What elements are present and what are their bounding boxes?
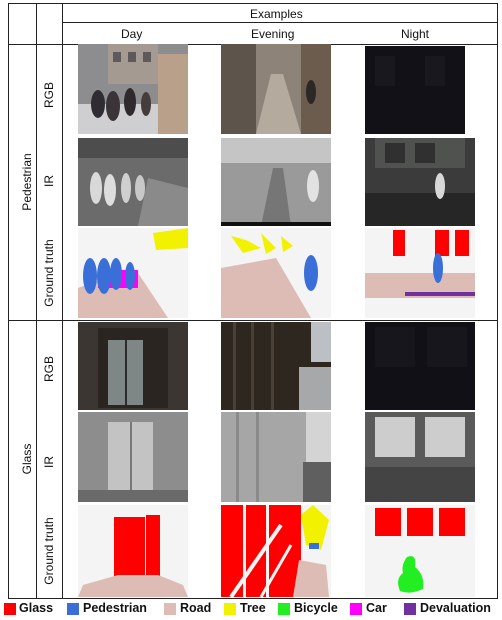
row-label-rgb: RGB [42,356,56,383]
row-label-ground-truth: Ground truth [42,517,56,585]
divider [8,320,498,321]
image-glass-gt-evening [221,505,331,597]
row-label-ir: IR [42,456,56,468]
legend-swatch-tree [224,603,236,615]
examples-header: Examples [250,7,303,21]
column-evening: Evening [251,27,295,41]
legend-label-bicycle: Bicycle [294,601,338,615]
image-glass-rgb-day [78,322,188,410]
legend-swatch-road [164,603,176,615]
group-label-glass: Glass [20,443,34,475]
legend-swatch-glass [4,603,16,615]
group-label-pedestrian: Pedestrian [20,153,34,211]
figure-table [8,3,498,599]
image-pedestrian-ir-evening [221,138,331,226]
row-label-rgb: RGB [42,82,56,109]
image-pedestrian-rgb-day [78,44,188,134]
row-label-ir: IR [42,175,56,187]
divider [62,22,498,23]
image-glass-gt-day [78,505,188,597]
image-glass-ir-evening [221,412,331,502]
legend-label-pedestrian: Pedestrian [83,601,147,615]
divider [62,3,63,599]
image-pedestrian-gt-day [78,228,188,318]
image-pedestrian-rgb-evening [221,44,331,134]
legend-swatch-pedestrian [67,603,79,615]
image-glass-rgb-evening [221,322,331,410]
image-pedestrian-gt-evening [221,228,331,318]
legend-swatch-devaluation [404,603,416,615]
row-label-ground-truth: Ground truth [42,239,56,307]
image-pedestrian-rgb-night [365,46,465,134]
legend-label-road: Road [180,601,212,615]
image-pedestrian-ir-night [365,138,475,226]
column-night: Night [401,27,430,41]
image-glass-gt-night [365,505,475,597]
image-glass-rgb-night [365,322,475,410]
legend-label-tree: Tree [240,601,266,615]
legend-label-glass: Glass [19,601,54,615]
legend-swatch-bicycle [278,603,290,615]
divider [36,3,37,599]
image-glass-ir-night [365,412,475,502]
image-pedestrian-gt-night [365,228,475,318]
legend-label-devaluation: Devaluation [420,601,491,615]
image-glass-ir-day [78,412,188,502]
image-pedestrian-ir-day [78,138,188,226]
legend-swatch-car [350,603,362,615]
legend-label-car: Car [366,601,387,615]
column-day: Day [121,27,143,41]
